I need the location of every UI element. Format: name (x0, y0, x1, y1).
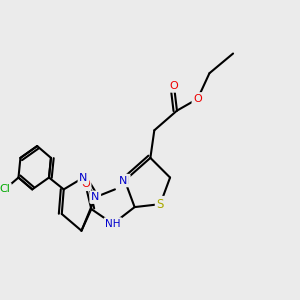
Text: N: N (121, 176, 129, 185)
Text: O: O (169, 81, 178, 91)
Text: S: S (157, 198, 164, 211)
Text: N: N (79, 172, 88, 183)
Text: Cl: Cl (0, 184, 10, 194)
Text: N: N (118, 176, 127, 185)
Text: NH: NH (105, 219, 121, 229)
Text: O: O (193, 94, 202, 104)
Text: N: N (91, 192, 99, 202)
Text: O: O (81, 179, 90, 190)
